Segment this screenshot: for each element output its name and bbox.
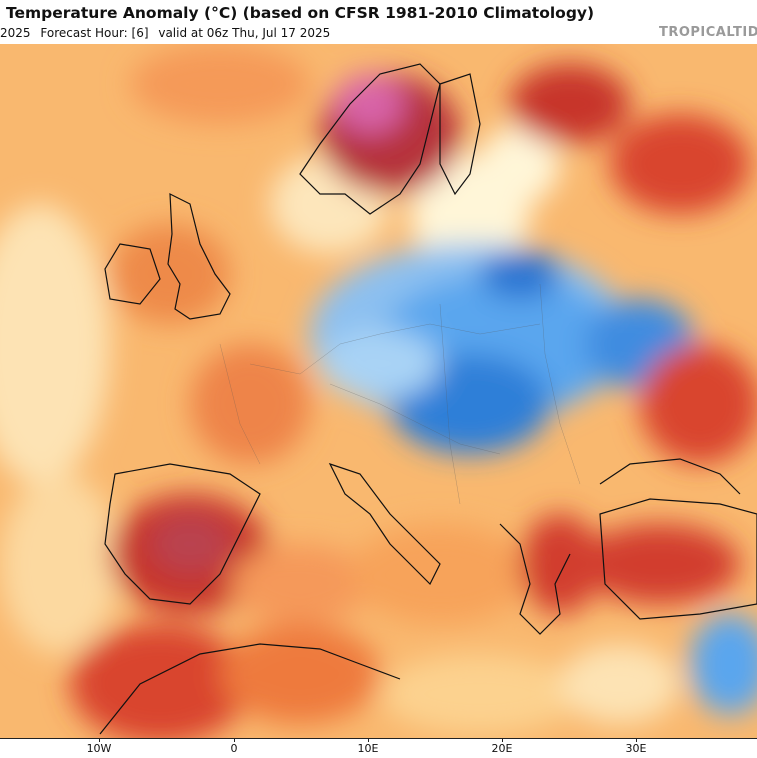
tick-label-30e: 30E	[625, 742, 647, 755]
tick-mark	[234, 738, 235, 742]
coastlines	[99, 63, 757, 735]
tick-mark	[502, 738, 503, 742]
brand-watermark: TROPICALTID	[658, 25, 757, 40]
valid-time: valid at 06z Thu, Jul 17 2025	[158, 26, 331, 40]
anomaly-map[interactable]	[0, 44, 757, 738]
tick-mark	[636, 738, 637, 742]
tick-mark	[368, 738, 369, 742]
map-title: Temperature Anomaly (°C) (based on CFSR …	[6, 4, 595, 22]
forecast-hour: Forecast Hour: [6]	[40, 26, 149, 40]
anomaly-shading	[0, 44, 757, 738]
country-borders	[219, 283, 581, 505]
tick-label-10w: 10W	[86, 742, 112, 755]
run-date: 2025	[0, 26, 31, 40]
tick-label-20e: 20E	[491, 742, 513, 755]
anomaly-map-canvas	[0, 44, 757, 738]
tick-mark	[99, 738, 100, 742]
longitude-axis: 10W 0 10E 20E 30E	[0, 738, 757, 758]
tick-label-0: 0	[230, 742, 238, 755]
map-header: Temperature Anomaly (°C) (based on CFSR …	[0, 0, 757, 44]
map-subtitle: 2025 Forecast Hour: [6] valid at 06z Thu…	[0, 26, 336, 40]
tick-label-10e: 10E	[357, 742, 379, 755]
